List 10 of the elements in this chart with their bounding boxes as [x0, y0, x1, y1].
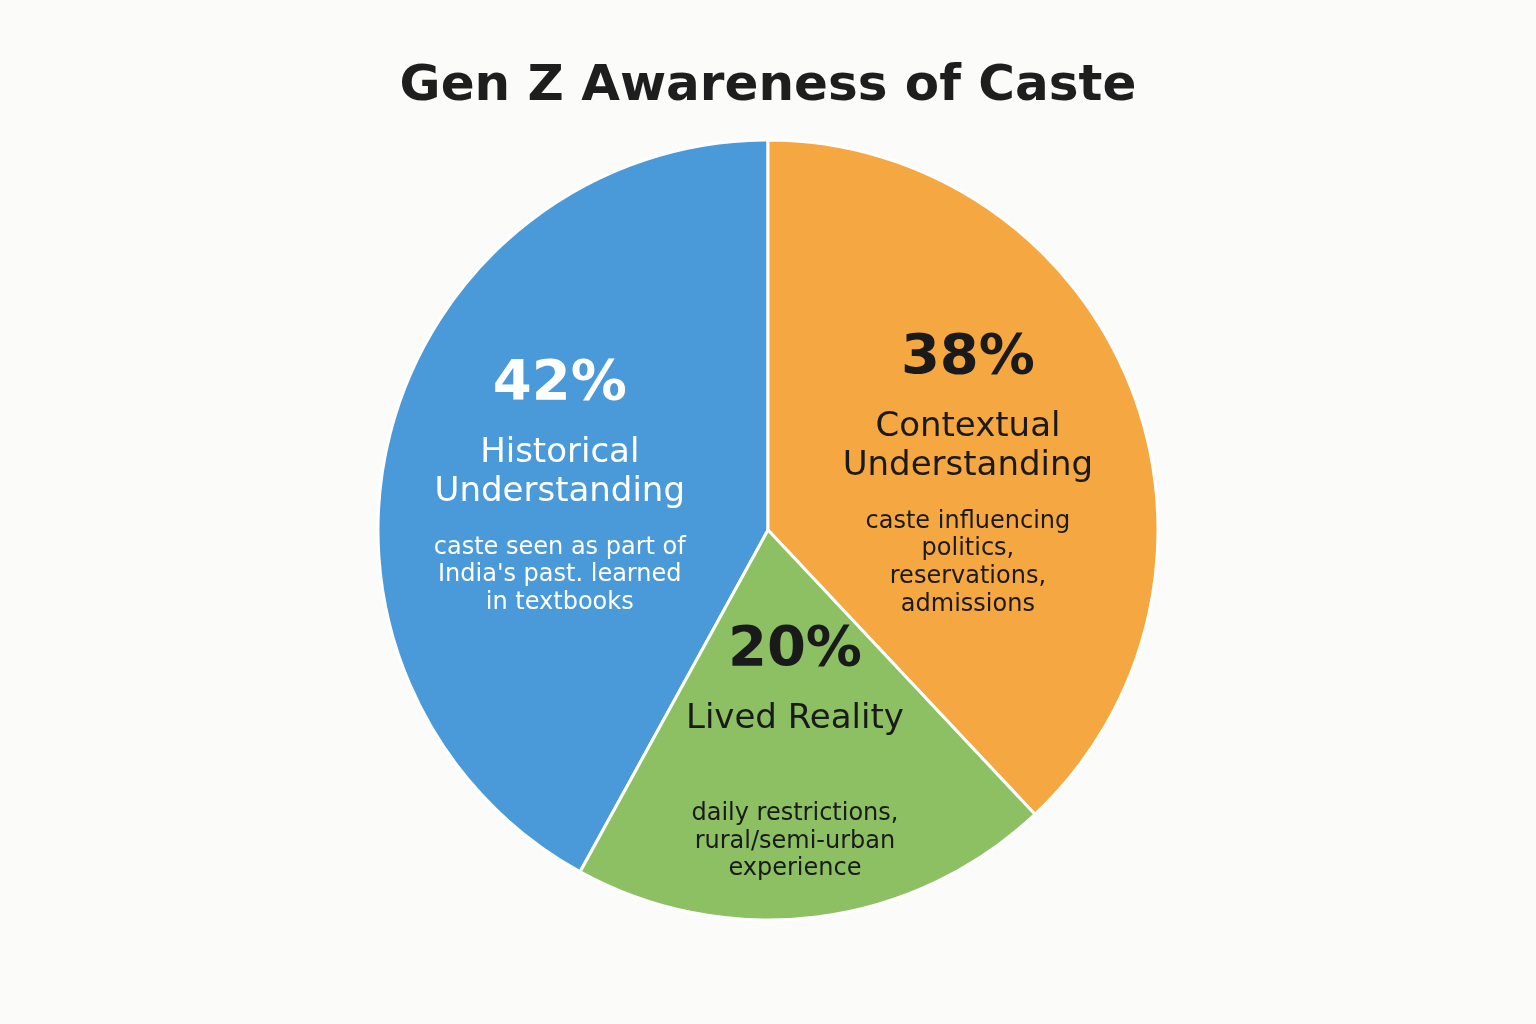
text: caste influencing politics, reservations, admissions — [865, 505, 1071, 617]
data-label: 42% — [492, 346, 627, 412]
data-label: 20% — [727, 613, 862, 679]
slice-label: Contextual Understanding — [842, 403, 1094, 483]
slice-label: Lived Reality — [685, 696, 904, 737]
slice-label: Historical Understanding — [434, 429, 686, 509]
chart-title: Gen Z Awareness of Caste — [399, 54, 1137, 112]
text: caste seen as part of India's past. learned in textbooks — [433, 531, 687, 615]
text: daily restrictions, rural/semi-urban experience — [691, 798, 899, 882]
data-label: 38% — [900, 320, 1035, 386]
